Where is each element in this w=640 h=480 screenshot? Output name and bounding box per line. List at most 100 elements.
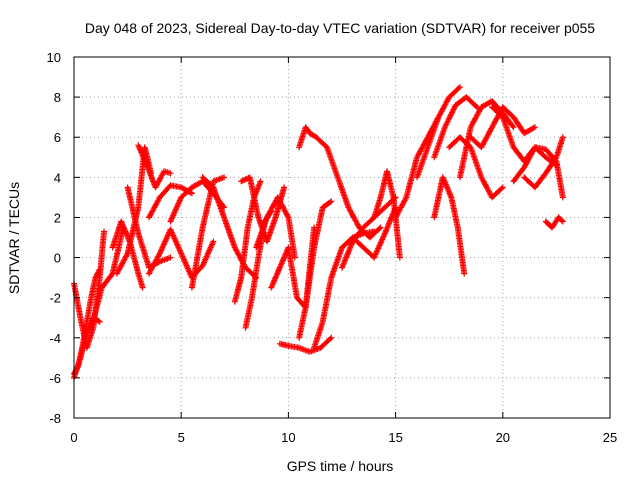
data-point (88, 286, 105, 331)
axis-ticks (73, 56, 611, 419)
data-point (274, 194, 291, 219)
data-point (178, 250, 195, 280)
data-point (296, 344, 312, 355)
data-point (553, 158, 566, 199)
data-point (120, 224, 127, 231)
data-point (531, 124, 538, 131)
data-point (317, 335, 334, 351)
data-point (555, 214, 565, 224)
data-series (371, 168, 403, 261)
data-point (246, 174, 262, 219)
data-point (424, 115, 441, 151)
data-point (360, 215, 376, 231)
y-axis-label: SDTVAR / TECUs (6, 182, 22, 294)
data-point (559, 134, 566, 141)
data-series (510, 144, 566, 201)
data-point (499, 184, 506, 191)
data-point (467, 144, 484, 179)
x-tick-label: 25 (603, 430, 617, 445)
data-point (489, 104, 505, 120)
data-point (349, 234, 366, 250)
data-point (542, 155, 559, 177)
y-tick-label: -6 (49, 371, 61, 386)
data-point (311, 320, 326, 351)
data-point (167, 195, 184, 225)
data-point (532, 171, 548, 191)
data-series (311, 228, 378, 351)
y-tick-label: 4 (54, 170, 61, 185)
data-point (319, 276, 334, 325)
data-point (146, 252, 162, 277)
data-point (268, 266, 283, 291)
x-tick-label: 20 (496, 430, 510, 445)
data-point (167, 170, 174, 177)
data-point (96, 266, 103, 273)
data-point (210, 238, 217, 245)
data-point (431, 125, 448, 161)
data-series (253, 194, 298, 261)
data-point (249, 256, 262, 301)
data-point (285, 244, 300, 300)
data-point (454, 224, 467, 275)
data-point (264, 195, 280, 221)
data-point (414, 135, 430, 161)
x-tick-label: 15 (388, 430, 402, 445)
data-point (306, 130, 318, 140)
data-series (188, 174, 228, 291)
data-point (467, 105, 484, 131)
data-point (167, 254, 174, 261)
y-tick-label: -4 (49, 331, 61, 346)
data-point (296, 306, 309, 341)
data-point (311, 206, 326, 251)
data-point (510, 124, 517, 131)
data-point (366, 225, 383, 241)
data-series (124, 184, 174, 271)
data-series (431, 174, 468, 277)
data-point (291, 254, 298, 261)
data-point (113, 252, 130, 277)
data-point (77, 332, 90, 361)
data-point (339, 240, 356, 271)
data-point (446, 85, 462, 101)
data-point (96, 318, 103, 325)
data-point (328, 334, 335, 341)
data-series (146, 182, 195, 221)
data-point (199, 240, 216, 269)
data-point (371, 232, 388, 261)
data-point (199, 174, 216, 190)
grid-lines (74, 57, 610, 418)
data-point (98, 271, 115, 291)
data-point (285, 342, 301, 351)
y-tick-label: 10 (47, 50, 61, 65)
data-series (456, 98, 517, 181)
x-tick-label: 0 (70, 430, 77, 445)
data-point (188, 190, 195, 197)
data-point (296, 125, 309, 151)
y-tick-label: 8 (54, 90, 61, 105)
x-axis-label: GPS time / hours (287, 458, 394, 474)
data-point (461, 270, 468, 277)
data-point (135, 230, 152, 269)
data-series (467, 104, 538, 151)
data-point (521, 124, 537, 137)
data-point (414, 145, 431, 181)
data-point (242, 296, 255, 331)
data-point (109, 226, 126, 277)
data-point (478, 125, 495, 151)
data-point (521, 145, 538, 171)
data-point (231, 276, 244, 305)
data-series (542, 214, 566, 231)
data-series (296, 124, 384, 241)
data-points (71, 84, 566, 381)
data-point (92, 267, 102, 281)
data-series (88, 224, 127, 331)
chart-title: Day 048 of 2023, Sidereal Day-to-day VTE… (85, 20, 595, 36)
data-point (439, 174, 454, 199)
axis-tick-labels: 0 5 10 15 20 25 -8 -6 -4 -2 0 2 4 6 8 10 (47, 50, 618, 445)
data-point (135, 270, 146, 290)
data-point (456, 84, 463, 91)
data-point (188, 226, 206, 291)
data-point (135, 142, 150, 167)
